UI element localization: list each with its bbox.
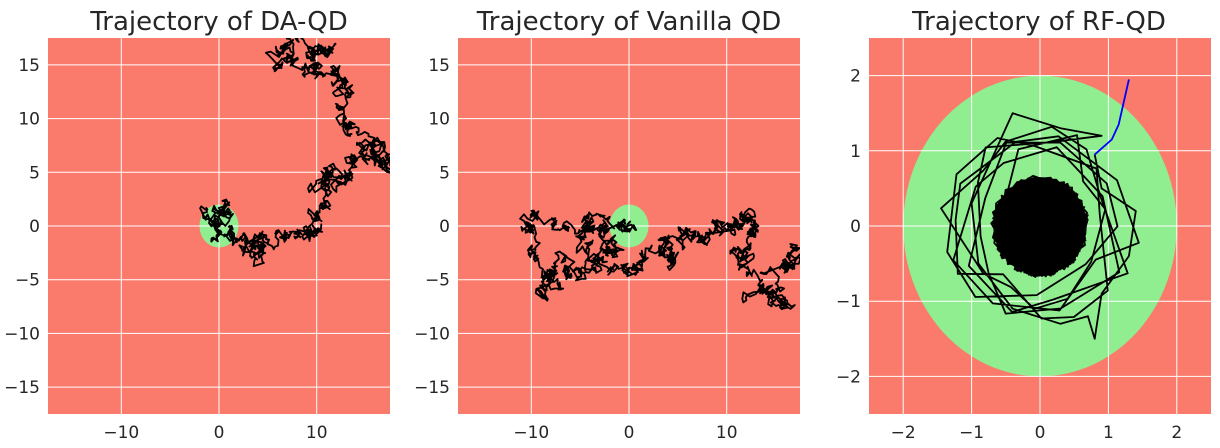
y-tick-label: 0 (850, 217, 861, 237)
chart-title: Trajectory of DA-QD (89, 7, 348, 37)
y-tick-label: −15 (4, 378, 40, 398)
plot-marks (519, 207, 800, 311)
panel-vanilla-qd: Trajectory of Vanilla QD −10 0 10 −15 −10 −5 0… (414, 7, 800, 443)
y-tick-label: 15 (428, 56, 450, 76)
y-tick-label: −5 (425, 271, 450, 291)
x-tick-label: −10 (103, 423, 139, 443)
panel-rf-qd: Trajectory of RF-QD −2 −1 0 1 2 −2 −1 0 1 2 (836, 7, 1211, 443)
x-tick-label: 10 (306, 423, 328, 443)
x-tick-label: 0 (624, 423, 635, 443)
chart-title: Trajectory of Vanilla QD (476, 7, 782, 37)
x-tick-label: 0 (1035, 423, 1046, 443)
y-tick-label: 2 (850, 67, 861, 87)
grid (869, 38, 1211, 414)
x-tick-label: −10 (513, 423, 549, 443)
y-tick-label: −10 (4, 324, 40, 344)
x-tick-label: 1 (1103, 423, 1114, 443)
y-tick-label: 1 (850, 142, 861, 162)
y-tick-label: 0 (439, 217, 450, 237)
trajectory-line (199, 38, 390, 268)
panel-da-qd: Trajectory of DA-QD −10 0 10 −15 −10 −5 0 5 10 15 (4, 7, 390, 443)
y-tick-label: 5 (439, 163, 450, 183)
y-tick-label: 10 (428, 110, 450, 130)
y-tick-label: 10 (18, 110, 40, 130)
y-tick-label: −5 (15, 271, 40, 291)
x-tick-label: 0 (214, 423, 225, 443)
x-tick-label: −2 (891, 423, 916, 443)
y-tick-label: −2 (836, 367, 861, 387)
initial-segment-line (1094, 79, 1130, 156)
y-tick-label: −10 (414, 324, 450, 344)
y-tick-label: 0 (29, 217, 40, 237)
x-tick-label: −1 (959, 423, 984, 443)
plot-marks (199, 38, 390, 268)
y-tick-label: 5 (29, 163, 40, 183)
y-tick-label: −1 (836, 292, 861, 312)
y-tick-label: −15 (414, 378, 450, 398)
x-tick-label: 10 (716, 423, 738, 443)
trajectory-line (519, 207, 800, 311)
chart-title: Trajectory of RF-QD (911, 7, 1166, 37)
y-tick-label: 15 (18, 56, 40, 76)
trajectory-dense-core (993, 177, 1087, 275)
x-tick-label: 2 (1171, 423, 1182, 443)
plot-marks (940, 79, 1140, 340)
